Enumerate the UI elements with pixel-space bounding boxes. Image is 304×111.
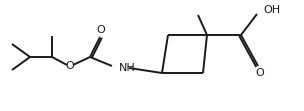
Text: O: O (66, 61, 74, 71)
Text: OH: OH (263, 5, 280, 15)
Text: O: O (256, 68, 264, 78)
Text: NH: NH (119, 63, 136, 73)
Text: O: O (97, 25, 105, 35)
